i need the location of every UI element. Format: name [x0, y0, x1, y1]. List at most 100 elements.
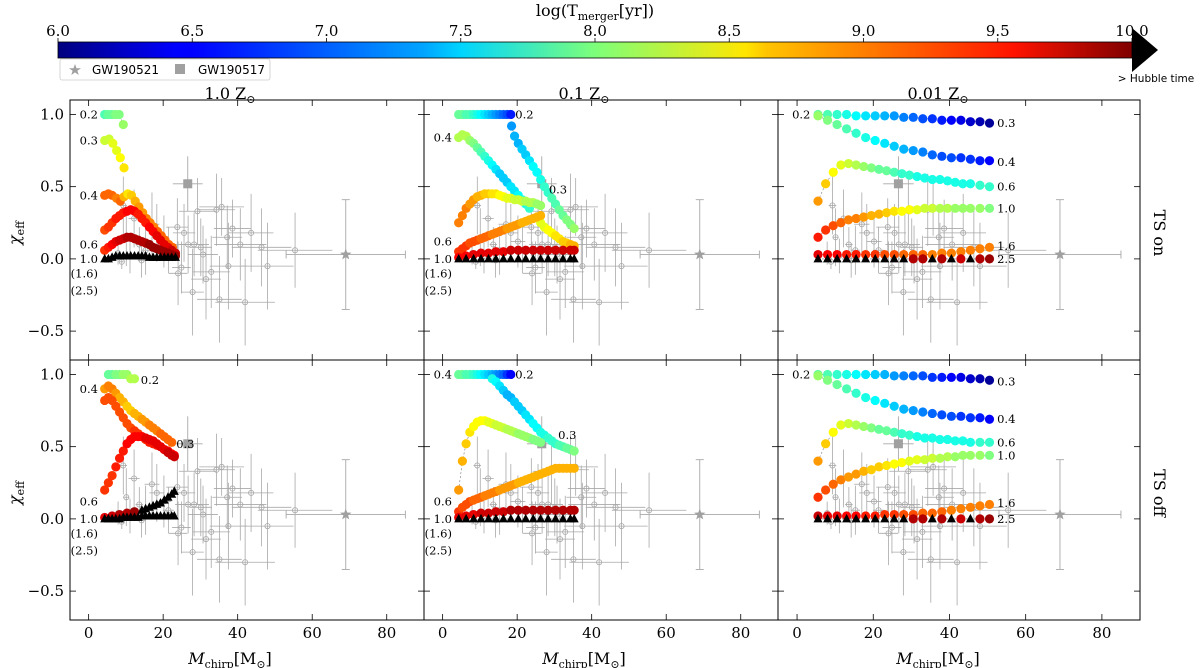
- model-point: [866, 465, 876, 475]
- model-point: [119, 163, 129, 173]
- model-point: [822, 375, 833, 385]
- gw-event: [191, 238, 221, 320]
- gw190521-marker: [285, 199, 406, 310]
- model-point: [899, 144, 909, 154]
- model-point: [912, 455, 922, 465]
- gw-event: [882, 241, 902, 294]
- model-point: [483, 508, 494, 518]
- curve-label: 2.5: [997, 252, 1015, 266]
- model-point: [836, 160, 846, 170]
- model-point-triangle: [861, 513, 871, 523]
- model-point: [958, 203, 968, 213]
- gw-event: [854, 452, 870, 516]
- model-point-triangle: [558, 253, 568, 263]
- model-point: [918, 407, 928, 417]
- curve-label: 0.4: [997, 155, 1015, 169]
- model-point: [821, 179, 831, 189]
- legend-label-gw190521: GW190521: [92, 63, 159, 77]
- gw-event-marker: [178, 524, 185, 531]
- model-point: [828, 479, 838, 489]
- gw-event-marker: [532, 264, 539, 271]
- model-point-triangle: [454, 253, 464, 263]
- model-point-triangle: [927, 253, 937, 263]
- gw-event: [872, 487, 885, 534]
- model-point: [506, 245, 516, 255]
- gw-event: [172, 204, 196, 262]
- model-curve: [813, 418, 995, 466]
- curve-label: 0.6: [434, 495, 452, 509]
- model-point: [927, 203, 937, 213]
- model-point: [513, 505, 523, 515]
- curve-label: 0.6: [434, 235, 452, 249]
- model-point: [889, 111, 899, 121]
- gw-event-marker: [596, 559, 603, 566]
- gw-event-marker: [871, 498, 878, 505]
- gw-event-marker: [532, 524, 539, 531]
- model-point: [874, 164, 884, 174]
- model-point: [937, 254, 947, 264]
- gw-event-marker: [178, 264, 185, 271]
- model-point: [889, 401, 899, 411]
- model-point: [942, 434, 953, 445]
- gw-event-marker: [123, 494, 130, 501]
- model-curve: [454, 505, 579, 523]
- gw-event: [891, 248, 915, 336]
- model-point: [859, 212, 869, 222]
- gw190517-marker: [172, 416, 203, 472]
- gw-event-marker: [858, 481, 865, 488]
- model-curve: [454, 130, 535, 213]
- gw-event: [197, 516, 242, 603]
- gw-event-marker: [194, 468, 201, 475]
- model-point: [118, 119, 128, 130]
- gw-event: [168, 501, 188, 566]
- model-point: [984, 254, 995, 264]
- gw-event-marker: [194, 208, 201, 215]
- model-point: [100, 485, 110, 495]
- gw-event: [199, 438, 245, 496]
- gw-event-marker: [960, 489, 967, 496]
- x-tick-label: 40: [940, 624, 959, 642]
- ylabel-bottom-sub: eff: [14, 480, 27, 496]
- gw-event: [551, 256, 596, 343]
- model-point: [975, 244, 985, 254]
- gw-event: [178, 438, 217, 505]
- curve-label: 0.4: [434, 131, 452, 145]
- gw-event: [241, 222, 294, 310]
- colorbar-title: log(Tmerger[yr]): [536, 1, 654, 23]
- curve-label: 2.5: [997, 512, 1015, 526]
- model-point: [866, 163, 876, 173]
- x-tick-label: 60: [303, 624, 322, 642]
- model-point-triangle: [558, 513, 568, 523]
- xlabel-1-unit-end: ]: [266, 649, 272, 668]
- gw-event: [189, 218, 212, 277]
- model-point: [889, 459, 899, 469]
- panel-1: 0.20.30.40.61.0(1.6)(2.5)−0.50.00.51.0: [28, 99, 425, 361]
- panel-plot-area: [454, 109, 760, 346]
- curve-label: 1.0: [80, 512, 98, 526]
- model-point-triangle: [461, 513, 471, 523]
- gw-event: [953, 482, 1007, 570]
- model-point: [874, 209, 884, 219]
- curve-label: 1.6: [997, 239, 1015, 253]
- gw-event-marker: [871, 238, 878, 245]
- model-point: [904, 170, 915, 180]
- gw-event: [582, 453, 628, 532]
- gw190521-marker: [285, 459, 406, 570]
- x-tick-label: 20: [154, 624, 173, 642]
- curve-label: 1.0: [997, 448, 1015, 462]
- model-point-triangle: [521, 253, 531, 263]
- x-tick-label: 40: [582, 624, 601, 642]
- gw-event-marker: [579, 523, 586, 530]
- gw-event-marker: [863, 229, 870, 236]
- model-point: [521, 245, 531, 255]
- gw-event-marker: [490, 501, 497, 508]
- gw-event-marker: [845, 501, 852, 508]
- gw-event: [128, 449, 140, 508]
- gw-event-marker: [153, 489, 160, 496]
- model-point: [984, 118, 995, 128]
- model-point-triangle: [169, 511, 179, 520]
- gw-event-marker: [976, 263, 983, 270]
- gw-event-marker: [528, 224, 535, 231]
- model-point: [558, 245, 568, 255]
- gw-event: [901, 498, 933, 580]
